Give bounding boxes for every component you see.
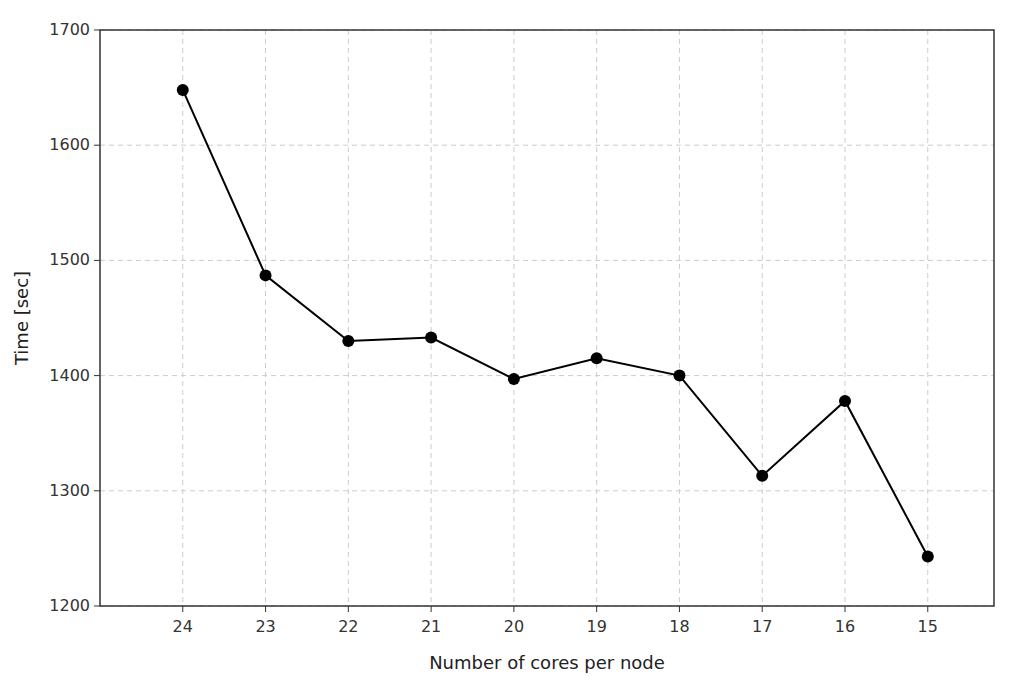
point <box>922 550 934 562</box>
point <box>342 335 354 347</box>
tick-y <box>94 260 100 261</box>
tick-label-y: 1500 <box>49 250 90 269</box>
tick-x <box>845 606 846 612</box>
tick-label-y: 1300 <box>49 481 90 500</box>
tick-label-x: 23 <box>255 617 275 636</box>
x-axis-label: Number of cores per node <box>429 652 665 673</box>
tick-y <box>94 490 100 491</box>
grid-line-x <box>431 30 432 606</box>
axes: 24 23 22 21 20 19 18 17 16 15 1200 1300 1400 1500 1600… <box>49 20 994 636</box>
tick-label-x: 22 <box>338 617 358 636</box>
tick-x <box>431 606 432 612</box>
grid-line-x <box>596 30 597 606</box>
point <box>177 84 189 96</box>
tick-label-x: 24 <box>173 617 193 636</box>
tick-label-x: 21 <box>421 617 441 636</box>
point <box>591 352 603 364</box>
point <box>756 470 768 482</box>
tick-label-x: 16 <box>835 617 855 636</box>
tick-label-y: 1700 <box>49 20 90 39</box>
tick-label-x: 20 <box>504 617 524 636</box>
grid-line-x <box>927 30 928 606</box>
line <box>183 90 928 557</box>
tick-x <box>927 606 928 612</box>
tick-x <box>182 606 183 612</box>
tick-x <box>348 606 349 612</box>
tick-y <box>94 145 100 146</box>
tick-label-x: 15 <box>918 617 938 636</box>
tick-y <box>94 606 100 607</box>
grid-line-x <box>513 30 514 606</box>
grid-line-y <box>100 490 994 491</box>
point <box>260 269 272 281</box>
plot-background <box>100 30 994 606</box>
tick-label-y: 1200 <box>49 596 90 615</box>
grid-line-x <box>679 30 680 606</box>
point <box>839 395 851 407</box>
tick-label-x: 18 <box>669 617 689 636</box>
tick-label-x: 19 <box>586 617 606 636</box>
tick-label-y: 1600 <box>49 135 90 154</box>
tick-x <box>265 606 266 612</box>
grid-line-x <box>265 30 266 606</box>
tick-y <box>94 30 100 31</box>
chart: 24 23 22 21 20 19 18 17 16 15 1200 1300 1400 1500 1600… <box>0 0 1024 691</box>
point <box>425 332 437 344</box>
grid-line-x <box>182 30 183 606</box>
tick-label-x: 17 <box>752 617 772 636</box>
grid-line-x <box>762 30 763 606</box>
point <box>508 373 520 385</box>
grid-line-x <box>845 30 846 606</box>
tick-y <box>94 375 100 376</box>
tick-x <box>679 606 680 612</box>
tick-label-y: 1400 <box>49 366 90 385</box>
grid <box>100 30 994 606</box>
tick-x <box>762 606 763 612</box>
y-axis-label: Time [sec] <box>11 271 32 366</box>
tick-x <box>513 606 514 612</box>
plot-frame <box>100 30 994 606</box>
tick-x <box>596 606 597 612</box>
series <box>177 84 934 563</box>
point <box>673 370 685 382</box>
grid-line-y <box>100 145 994 146</box>
grid-line-y <box>100 375 994 376</box>
grid-line-y <box>100 260 994 261</box>
grid-line-x <box>348 30 349 606</box>
